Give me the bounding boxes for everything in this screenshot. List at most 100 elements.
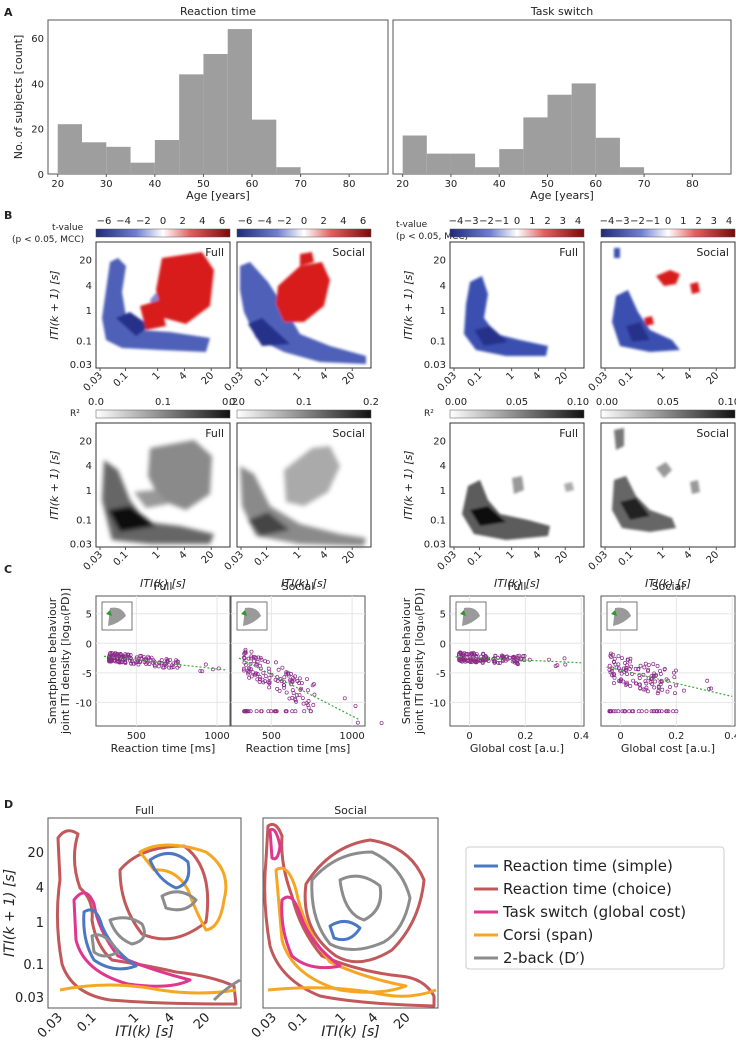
- legend-box: [465, 846, 725, 970]
- heatmap-title: Social: [332, 427, 365, 440]
- x-tick-label: 20: [200, 370, 217, 387]
- scatter-point: [637, 676, 642, 681]
- scatter-point: [258, 655, 263, 660]
- scatter-point: [132, 661, 137, 666]
- x-tick-label: 0.1: [253, 370, 272, 389]
- histogram-bar: [571, 83, 596, 174]
- plot-frame: [230, 595, 366, 727]
- scatter-point: [257, 679, 262, 684]
- colorbar-tick-label: −4: [449, 216, 464, 227]
- colorbar-tick-label: 2: [179, 216, 185, 227]
- colorbar-tick-label: 0.0: [229, 397, 245, 408]
- colorbar-tick-label: 2: [544, 216, 550, 227]
- scatter-point: [465, 652, 470, 657]
- x-axis-label: Reaction time [ms]: [111, 742, 216, 755]
- y-tick-label: 4: [440, 461, 446, 472]
- scatter-point: [272, 709, 277, 714]
- scatter-point: [297, 676, 302, 681]
- scatter-point: [301, 701, 306, 706]
- scatter-title: Full: [154, 580, 173, 593]
- scatter-point: [474, 652, 479, 657]
- x-tick-label: 0.03: [223, 549, 247, 573]
- x-axis-label: ITI(k) [s]: [140, 577, 186, 590]
- scatter-point: [167, 665, 172, 670]
- y-tick-label: 1: [440, 486, 446, 497]
- scatter-point: [641, 687, 646, 692]
- x-axis-label: ITI(k) [s]: [321, 1024, 380, 1040]
- y-axis-label: ITI(k + 1) [s]: [402, 450, 415, 519]
- x-tick-label: 40: [493, 179, 506, 190]
- scatter-point: [608, 709, 613, 714]
- scatter-point: [507, 655, 512, 660]
- y-tick-label: 0: [440, 639, 446, 650]
- scatter-point: [171, 664, 176, 669]
- scatter-point: [247, 675, 252, 680]
- scatter-point: [674, 709, 679, 714]
- x-tick-label: 0.03: [436, 370, 460, 394]
- y-tick-label: 4: [36, 881, 44, 896]
- scatter-point: [497, 661, 502, 666]
- scatter-point: [668, 685, 672, 689]
- scatter-point: [480, 660, 485, 665]
- colorbar-tick-label: 1: [529, 216, 535, 227]
- scatter-point: [251, 655, 256, 659]
- y-axis-label-2: joint ITI density [log₁₀(PD)]: [59, 588, 72, 735]
- scatter-point: [665, 689, 670, 694]
- x-tick-label: 0.4: [724, 731, 736, 742]
- scatter-point: [254, 709, 259, 714]
- y-tick-label: 0.03: [70, 539, 92, 550]
- scatter-point: [658, 668, 663, 673]
- y-tick-label: 0.1: [76, 336, 92, 347]
- contour-panel-full: [47, 817, 242, 1009]
- trend-line: [606, 666, 733, 698]
- scatter-point: [266, 680, 271, 685]
- scatter-point: [654, 673, 658, 678]
- y-axis-label-2: joint ITI density [log₁₀(PD)]: [413, 588, 426, 735]
- scatter-point: [607, 667, 612, 672]
- legend-entry: 2-back (D′): [503, 949, 585, 967]
- heatmap-ts-tvalue-social: [600, 241, 736, 369]
- scatter-point: [608, 670, 613, 675]
- x-tick-label: 0.1: [112, 549, 131, 568]
- scatter-point: [636, 666, 641, 671]
- x-tick-label: 0.1: [617, 549, 636, 568]
- x-tick-label: 20: [554, 549, 571, 566]
- scatter-point: [306, 705, 311, 710]
- x-axis-label: ITI(k) [s]: [115, 1024, 174, 1040]
- histogram-title: Reaction time: [180, 5, 256, 18]
- scatter-point: [286, 672, 291, 676]
- scatter-point: [169, 665, 174, 670]
- x-tick-label: 20: [396, 179, 409, 190]
- heatmap-title: Full: [205, 427, 224, 440]
- scatter-point: [269, 673, 274, 677]
- scatter-point: [281, 683, 286, 688]
- scatter-point: [311, 682, 316, 687]
- x-tick-label: 0.03: [587, 549, 611, 573]
- x-tick-label: 0.03: [587, 370, 611, 394]
- colorbar-tick-label: 0.00: [596, 397, 618, 408]
- colorbar-tick-label: 4: [575, 216, 581, 227]
- colorbar-tick-label: −3: [464, 216, 479, 227]
- scatter-point: [242, 668, 246, 673]
- scatter-point: [112, 658, 116, 663]
- scatter-point: [646, 667, 651, 672]
- scatter-point: [145, 660, 150, 665]
- scatter-point: [639, 709, 644, 714]
- x-tick-label: 70: [294, 179, 307, 190]
- panel-label-a: A: [4, 6, 13, 19]
- x-tick-label: 20: [200, 549, 217, 566]
- scatter-point: [136, 658, 141, 663]
- scatter-point: [484, 655, 488, 660]
- x-axis-label: Global cost [a.u.]: [470, 742, 564, 755]
- scatter-point: [210, 667, 215, 672]
- colorbar-tick-label: 3: [711, 216, 717, 227]
- scatter-point: [257, 677, 262, 682]
- heatmap-title: Social: [332, 246, 365, 259]
- colorbar-tick-label: 2: [320, 216, 326, 227]
- y-tick-label: 4: [86, 461, 92, 472]
- heatmap-title: Social: [696, 427, 729, 440]
- scatter-point: [353, 704, 358, 709]
